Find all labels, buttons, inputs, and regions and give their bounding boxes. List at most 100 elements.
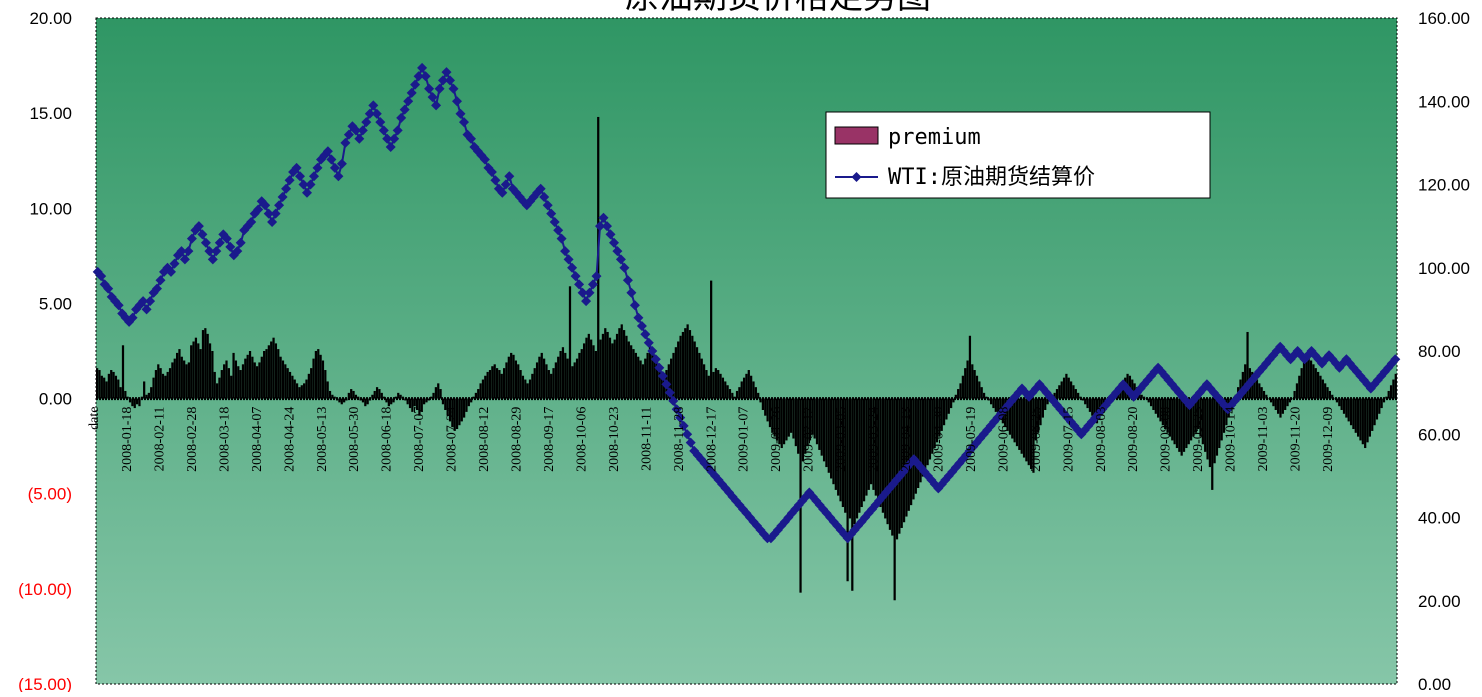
premium-bar	[463, 398, 466, 418]
premium-bar	[378, 389, 381, 399]
premium-bar	[303, 383, 306, 399]
premium-bar	[550, 373, 553, 399]
premium-bar	[757, 392, 760, 399]
premium-bar	[1178, 398, 1181, 452]
premium-bar	[107, 373, 110, 399]
premium-bar	[1328, 390, 1331, 399]
premium-bar	[223, 364, 226, 399]
wti-marker	[200, 237, 211, 248]
premium-bar	[973, 370, 976, 399]
premium-bar	[891, 398, 894, 536]
right-tick-label: 60.00	[1418, 425, 1461, 444]
premium-bar	[286, 368, 289, 399]
premium-bar	[592, 345, 595, 399]
wti-marker	[1390, 354, 1401, 365]
premium-bar	[651, 351, 654, 399]
premium-bar	[1291, 398, 1294, 400]
premium-bar	[773, 398, 776, 437]
wti-marker	[622, 275, 633, 286]
x-tick-label: 2009-06-08	[996, 407, 1011, 472]
wti-marker	[455, 108, 466, 119]
legend-box	[825, 111, 1211, 199]
premium-bar	[1389, 385, 1393, 399]
premium-bar	[1359, 398, 1362, 441]
premium-bar	[1154, 398, 1157, 414]
wti-marker	[322, 146, 333, 157]
premium-bar	[853, 398, 856, 525]
premium-bar	[982, 392, 986, 399]
premium-bar	[1309, 360, 1313, 399]
premium-bar	[1044, 398, 1047, 410]
wti-marker	[103, 283, 114, 294]
left-tick-label: 20.00	[29, 9, 72, 28]
premium-bar	[886, 398, 889, 525]
premium-bar	[293, 379, 296, 399]
premium-bar	[373, 390, 376, 399]
premium-bar	[1029, 398, 1033, 469]
premium-bar	[331, 394, 334, 399]
premium-bar	[1265, 394, 1268, 399]
premium-bar	[486, 371, 489, 399]
premium-bar	[1086, 398, 1089, 409]
premium-bar	[343, 398, 346, 403]
premium-bar	[902, 398, 906, 523]
premium-bar	[924, 398, 927, 471]
wti-marker	[420, 71, 431, 82]
premium-bar	[432, 392, 435, 399]
wti-marker	[232, 246, 243, 257]
premium-bar	[907, 398, 910, 511]
premium-bar	[314, 351, 318, 399]
premium-bar	[470, 398, 473, 403]
premium-bar	[547, 370, 550, 399]
left-tick-label: 5.00	[39, 294, 72, 313]
premium-bar	[495, 368, 499, 399]
premium-bar	[1006, 398, 1009, 431]
wti-markers	[92, 62, 1401, 544]
x-tick-label: 2008-12-17	[704, 407, 719, 472]
premium-bar	[291, 375, 294, 399]
premium-bar	[917, 398, 920, 488]
wti-marker	[392, 125, 403, 136]
premium-bar	[1152, 398, 1155, 410]
premium-bars	[96, 116, 1397, 601]
wti-marker	[284, 175, 295, 186]
wti-marker	[274, 200, 285, 211]
premium-bar	[1302, 360, 1306, 399]
premium-bar	[714, 368, 717, 399]
premium-bar	[738, 387, 741, 399]
premium-bar	[347, 392, 350, 399]
premium-bar	[500, 373, 503, 399]
premium-bar	[898, 398, 901, 534]
premium-bar	[159, 368, 162, 399]
premium-bar	[879, 398, 882, 508]
premium-bar	[100, 375, 103, 399]
wti-marker	[577, 287, 588, 298]
premium-bar	[328, 390, 332, 399]
wti-marker	[486, 167, 497, 177]
premium-bar	[1319, 375, 1322, 399]
wti-marker	[364, 108, 375, 119]
premium-bar	[211, 351, 214, 399]
premium-bar	[752, 381, 755, 399]
premium-bar	[601, 333, 605, 399]
premium-bar	[526, 383, 529, 399]
premium-bar	[1157, 398, 1160, 418]
premium-bar	[884, 398, 887, 519]
premium-bar	[648, 347, 652, 399]
premium-bar	[947, 398, 950, 414]
premium-bar	[157, 364, 160, 399]
x-tick-label: 2008-02-11	[153, 407, 168, 472]
premium-bar	[190, 345, 193, 399]
premium-bar	[279, 356, 282, 399]
wti-marker	[682, 429, 693, 440]
premium-bar	[204, 328, 207, 399]
premium-bar	[1380, 398, 1383, 409]
premium-bar	[479, 383, 482, 399]
premium-bar	[1378, 398, 1381, 414]
wti-marker	[615, 254, 626, 265]
premium-bar	[1034, 398, 1037, 441]
premium-bar	[719, 373, 722, 399]
premium-bar	[143, 381, 146, 399]
wti-marker	[295, 171, 305, 182]
premium-bar	[1281, 398, 1284, 414]
